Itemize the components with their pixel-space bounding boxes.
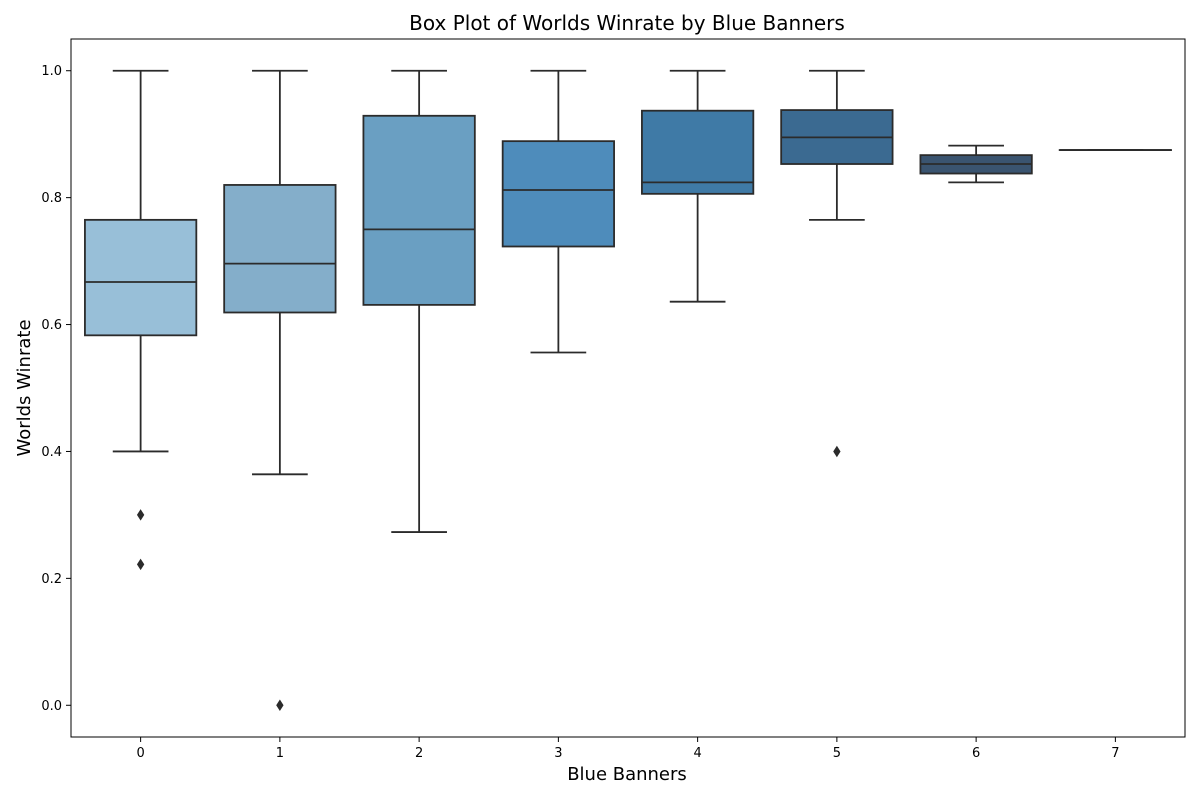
y-axis-label: Worlds Winrate	[14, 319, 35, 456]
box-group-1	[223, 69, 337, 712]
iqr-box	[223, 184, 337, 314]
box-group-4	[641, 69, 755, 303]
box-group-3	[501, 69, 615, 354]
box-group-0	[84, 69, 198, 571]
y-tick-label: 0.4	[41, 445, 62, 460]
x-tick-label: 7	[1111, 746, 1119, 761]
x-tick-label: 5	[833, 746, 841, 761]
x-tick-label: 4	[693, 746, 701, 761]
outlier-point	[833, 445, 841, 458]
plot-area: 0.0 0.2 0.4 0.6 0.8 1.0 0 1 2 3 4 5 6 7	[41, 38, 1186, 761]
plot-frame	[70, 38, 1186, 738]
iqr-box	[501, 140, 615, 248]
x-tick-label: 3	[554, 746, 562, 761]
iqr-box	[84, 218, 198, 337]
y-tick-label: 0.0	[41, 699, 62, 714]
outlier-point	[136, 509, 145, 521]
y-tick-label: 0.8	[41, 191, 62, 206]
x-axis-label: Blue Banners	[567, 764, 687, 785]
y-tick-label: 1.0	[41, 64, 62, 79]
y-tick-label: 0.6	[41, 318, 62, 333]
outlier-point	[136, 558, 145, 571]
chart-title: Box Plot of Worlds Winrate by Blue Banne…	[409, 11, 845, 35]
outlier-point	[276, 699, 284, 712]
x-tick-label: 2	[415, 746, 423, 761]
box-group-2	[362, 69, 476, 533]
x-tick-label: 0	[136, 746, 144, 761]
iqr-box	[362, 114, 476, 306]
box-group-6	[919, 144, 1033, 184]
iqr-box	[641, 109, 755, 195]
box-group-5	[780, 69, 894, 458]
x-tick-label: 6	[972, 746, 980, 761]
x-tick-label: 1	[276, 746, 284, 761]
y-tick-label: 0.2	[41, 572, 62, 587]
